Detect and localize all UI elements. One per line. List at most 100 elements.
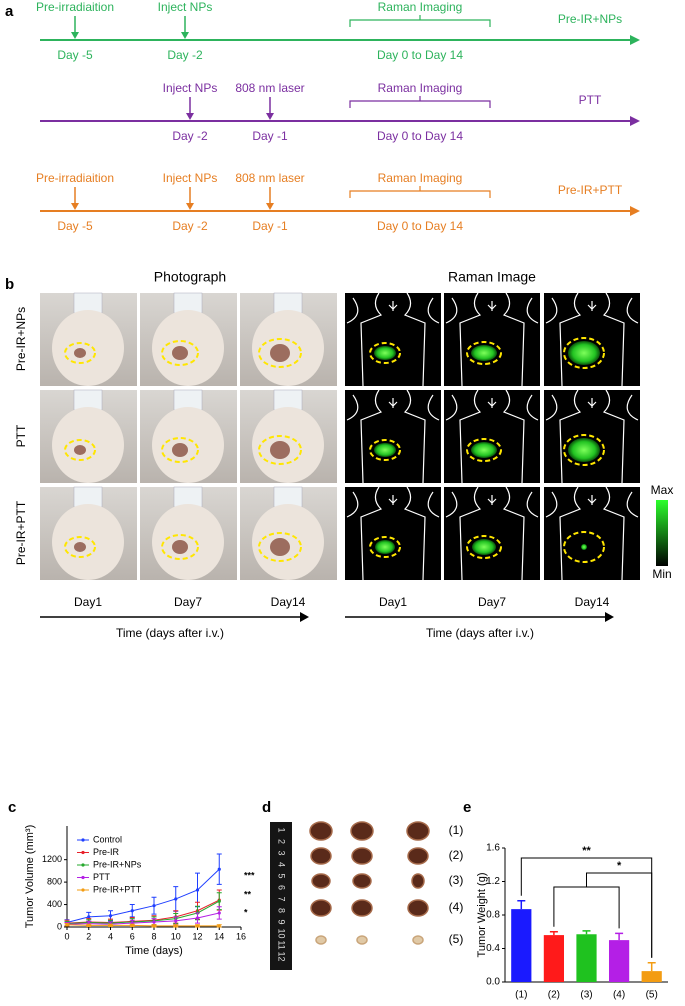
tumor-circle [161,340,199,366]
imaging-label: Raman Imaging [378,171,463,185]
panel-letter: b [5,276,14,293]
panel-letter: e [463,799,471,816]
bar [576,934,597,982]
bar [543,935,565,982]
series-line [66,924,220,927]
raman-signal [581,544,587,550]
panel-letter: a [5,3,14,20]
event-label: Pre-irradiaition [36,0,114,14]
photo-tumor [172,346,188,360]
body-outline [545,389,639,484]
x-tick-label: 0 [64,931,69,941]
imaging-bracket [349,15,491,27]
y-tick-label: 0.0 [486,977,500,988]
series-line [66,868,220,923]
tumor-circle [563,337,605,369]
tumor-circle [466,438,502,462]
imaging-days: Day 0 to Day 14 [377,129,463,143]
tumor [412,935,424,945]
row-label: Pre-IR+NPs [14,307,28,371]
event-arrowhead [71,32,79,39]
x-tick-label: 14 [214,931,224,941]
point [65,923,69,927]
ruler-number: 9 [277,919,287,924]
photo-tumor [172,540,188,554]
x-tick-label: 8 [151,931,156,941]
tumor [351,847,373,865]
legend-marker [81,863,85,867]
imaging-days: Day 0 to Day 14 [377,219,463,233]
body-outline [445,389,539,484]
event-day: Day -2 [167,48,203,62]
event-arrowhead [266,113,274,120]
photo-tumor [74,445,86,455]
tumor-circle [369,342,401,364]
event-arrowhead [186,113,194,120]
tumor-circle [161,534,199,560]
colorbar [656,500,668,566]
event-day: Day -2 [172,219,208,233]
point [130,923,134,927]
imaging-bracket [349,186,491,198]
y-tick-label: 400 [47,899,62,909]
photo-tumor [74,542,86,552]
body-outline [445,486,539,581]
legend-marker [81,850,85,855]
point [217,867,221,871]
event-arrowhead [186,203,194,210]
y-tick-label: 1.6 [486,843,500,854]
raman-signal [472,539,496,555]
group-name: Pre-IR+NPs [558,12,622,26]
group-name: Pre-IR+PTT [558,183,623,197]
error-bar [647,961,656,972]
point [195,888,200,892]
x-axis-label: Time (days) [125,945,183,957]
ruler [270,822,292,970]
y-tick-label: 0.8 [486,910,500,921]
event-day: Day -5 [57,219,93,233]
photo-mouse [52,504,124,580]
event-day: Day -5 [57,48,93,62]
imaging-label: Raman Imaging [378,81,463,95]
legend-label: Pre-IR+NPs [93,859,142,869]
significance: * [617,860,622,872]
point [130,909,134,913]
body-outline [545,486,639,581]
tumor [356,935,368,945]
point [108,914,113,918]
colorbar-max: Max [651,483,674,497]
imaging-label: Raman Imaging [378,0,463,14]
panel-letter: d [262,799,271,816]
photo-mouse [152,504,224,580]
tumor-circle [369,439,401,461]
tumor [411,873,425,889]
series-line [66,899,220,924]
timeline-arrowhead [630,35,640,45]
group-label: (4) [449,900,464,914]
legend-marker [81,875,85,880]
tumor [310,847,332,865]
ruler-number: 6 [277,885,287,890]
photo-mouse [152,407,224,483]
raman-signal [374,346,396,360]
ruler-number: 3 [277,850,287,855]
tumor-circle [64,439,96,461]
x-tick-label: (4) [613,990,625,1001]
tumor [351,899,373,917]
day-label: Day7 [478,595,506,609]
error-bar [615,932,624,941]
ruler-number: 7 [277,896,287,901]
bar [641,971,662,982]
raman-signal [375,540,395,554]
x-tick-label: 4 [108,931,113,941]
y-axis-label: Tumor Weight (g) [476,873,488,958]
y-tick-label: 1.2 [486,876,500,887]
tumor-circle [64,536,96,558]
photo-tumor [172,443,188,457]
photo-tumor [270,441,290,459]
photo-mouse [152,310,224,386]
photo-mouse [52,407,124,483]
point [174,897,178,901]
tumor-circle [563,531,605,563]
